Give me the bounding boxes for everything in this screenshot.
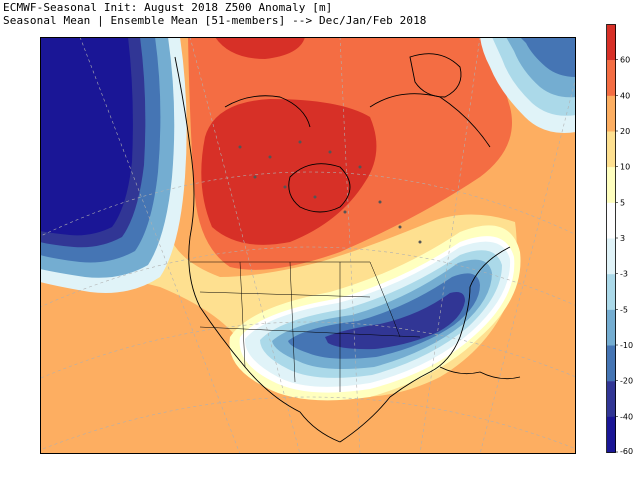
colorbar-tick-label: 20 — [620, 127, 630, 136]
colorbar-bin — [607, 309, 616, 346]
contour-pacific-neg-60 — [40, 37, 133, 236]
colorbar: 60 40 20 10 5 3 -3 -5 -10 -20 -40 -60 — [606, 24, 633, 456]
chart-title: ECMWF-Seasonal Init: August 2018 Z500 An… — [3, 1, 333, 14]
colorbar-bin — [607, 345, 616, 382]
contour-neg-40 — [325, 292, 465, 350]
colorbar-tick-label: 60 — [620, 56, 630, 65]
colorbar-bin — [607, 238, 616, 275]
borders — [190, 261, 421, 392]
colorbar-tick-label: -60 — [620, 447, 633, 456]
colorbar-frame — [606, 24, 616, 453]
contour-atlantic-neg-40 — [520, 37, 576, 77]
colorbar-bin — [607, 131, 616, 168]
colorbar-tick-label: -3 — [620, 270, 628, 279]
colorbar-bin — [607, 167, 616, 204]
colorbar-tick-label: 5 — [620, 198, 625, 207]
colorbar-bin — [607, 60, 616, 97]
colorbar-tick-label: 3 — [620, 234, 625, 243]
colorbar-bin — [607, 202, 616, 239]
coastlines — [174, 53, 521, 443]
contour-40-60-canada — [201, 99, 377, 245]
graticule — [40, 37, 576, 454]
colorbar-tick-label: -5 — [620, 305, 628, 314]
chart-subtitle: Seasonal Mean | Ensemble Mean [51-member… — [3, 14, 427, 27]
colorbar-tick-label: 10 — [620, 163, 630, 172]
arctic-islands — [238, 140, 422, 244]
colorbar-tick-label: -40 — [620, 412, 633, 421]
contour-60-greenland — [215, 37, 305, 59]
colorbar-tick-label: -20 — [620, 377, 633, 386]
colorbar-bin — [607, 416, 616, 453]
colorbar-bin — [607, 274, 616, 311]
colorbar-bin — [607, 381, 616, 418]
colorbar-bin — [607, 95, 616, 132]
colorbar-tick-label: -10 — [620, 341, 633, 350]
anomaly-map — [40, 37, 576, 454]
colorbar-bin — [607, 24, 616, 61]
colorbar-tick-label: 40 — [620, 91, 630, 100]
map-frame — [40, 37, 576, 454]
